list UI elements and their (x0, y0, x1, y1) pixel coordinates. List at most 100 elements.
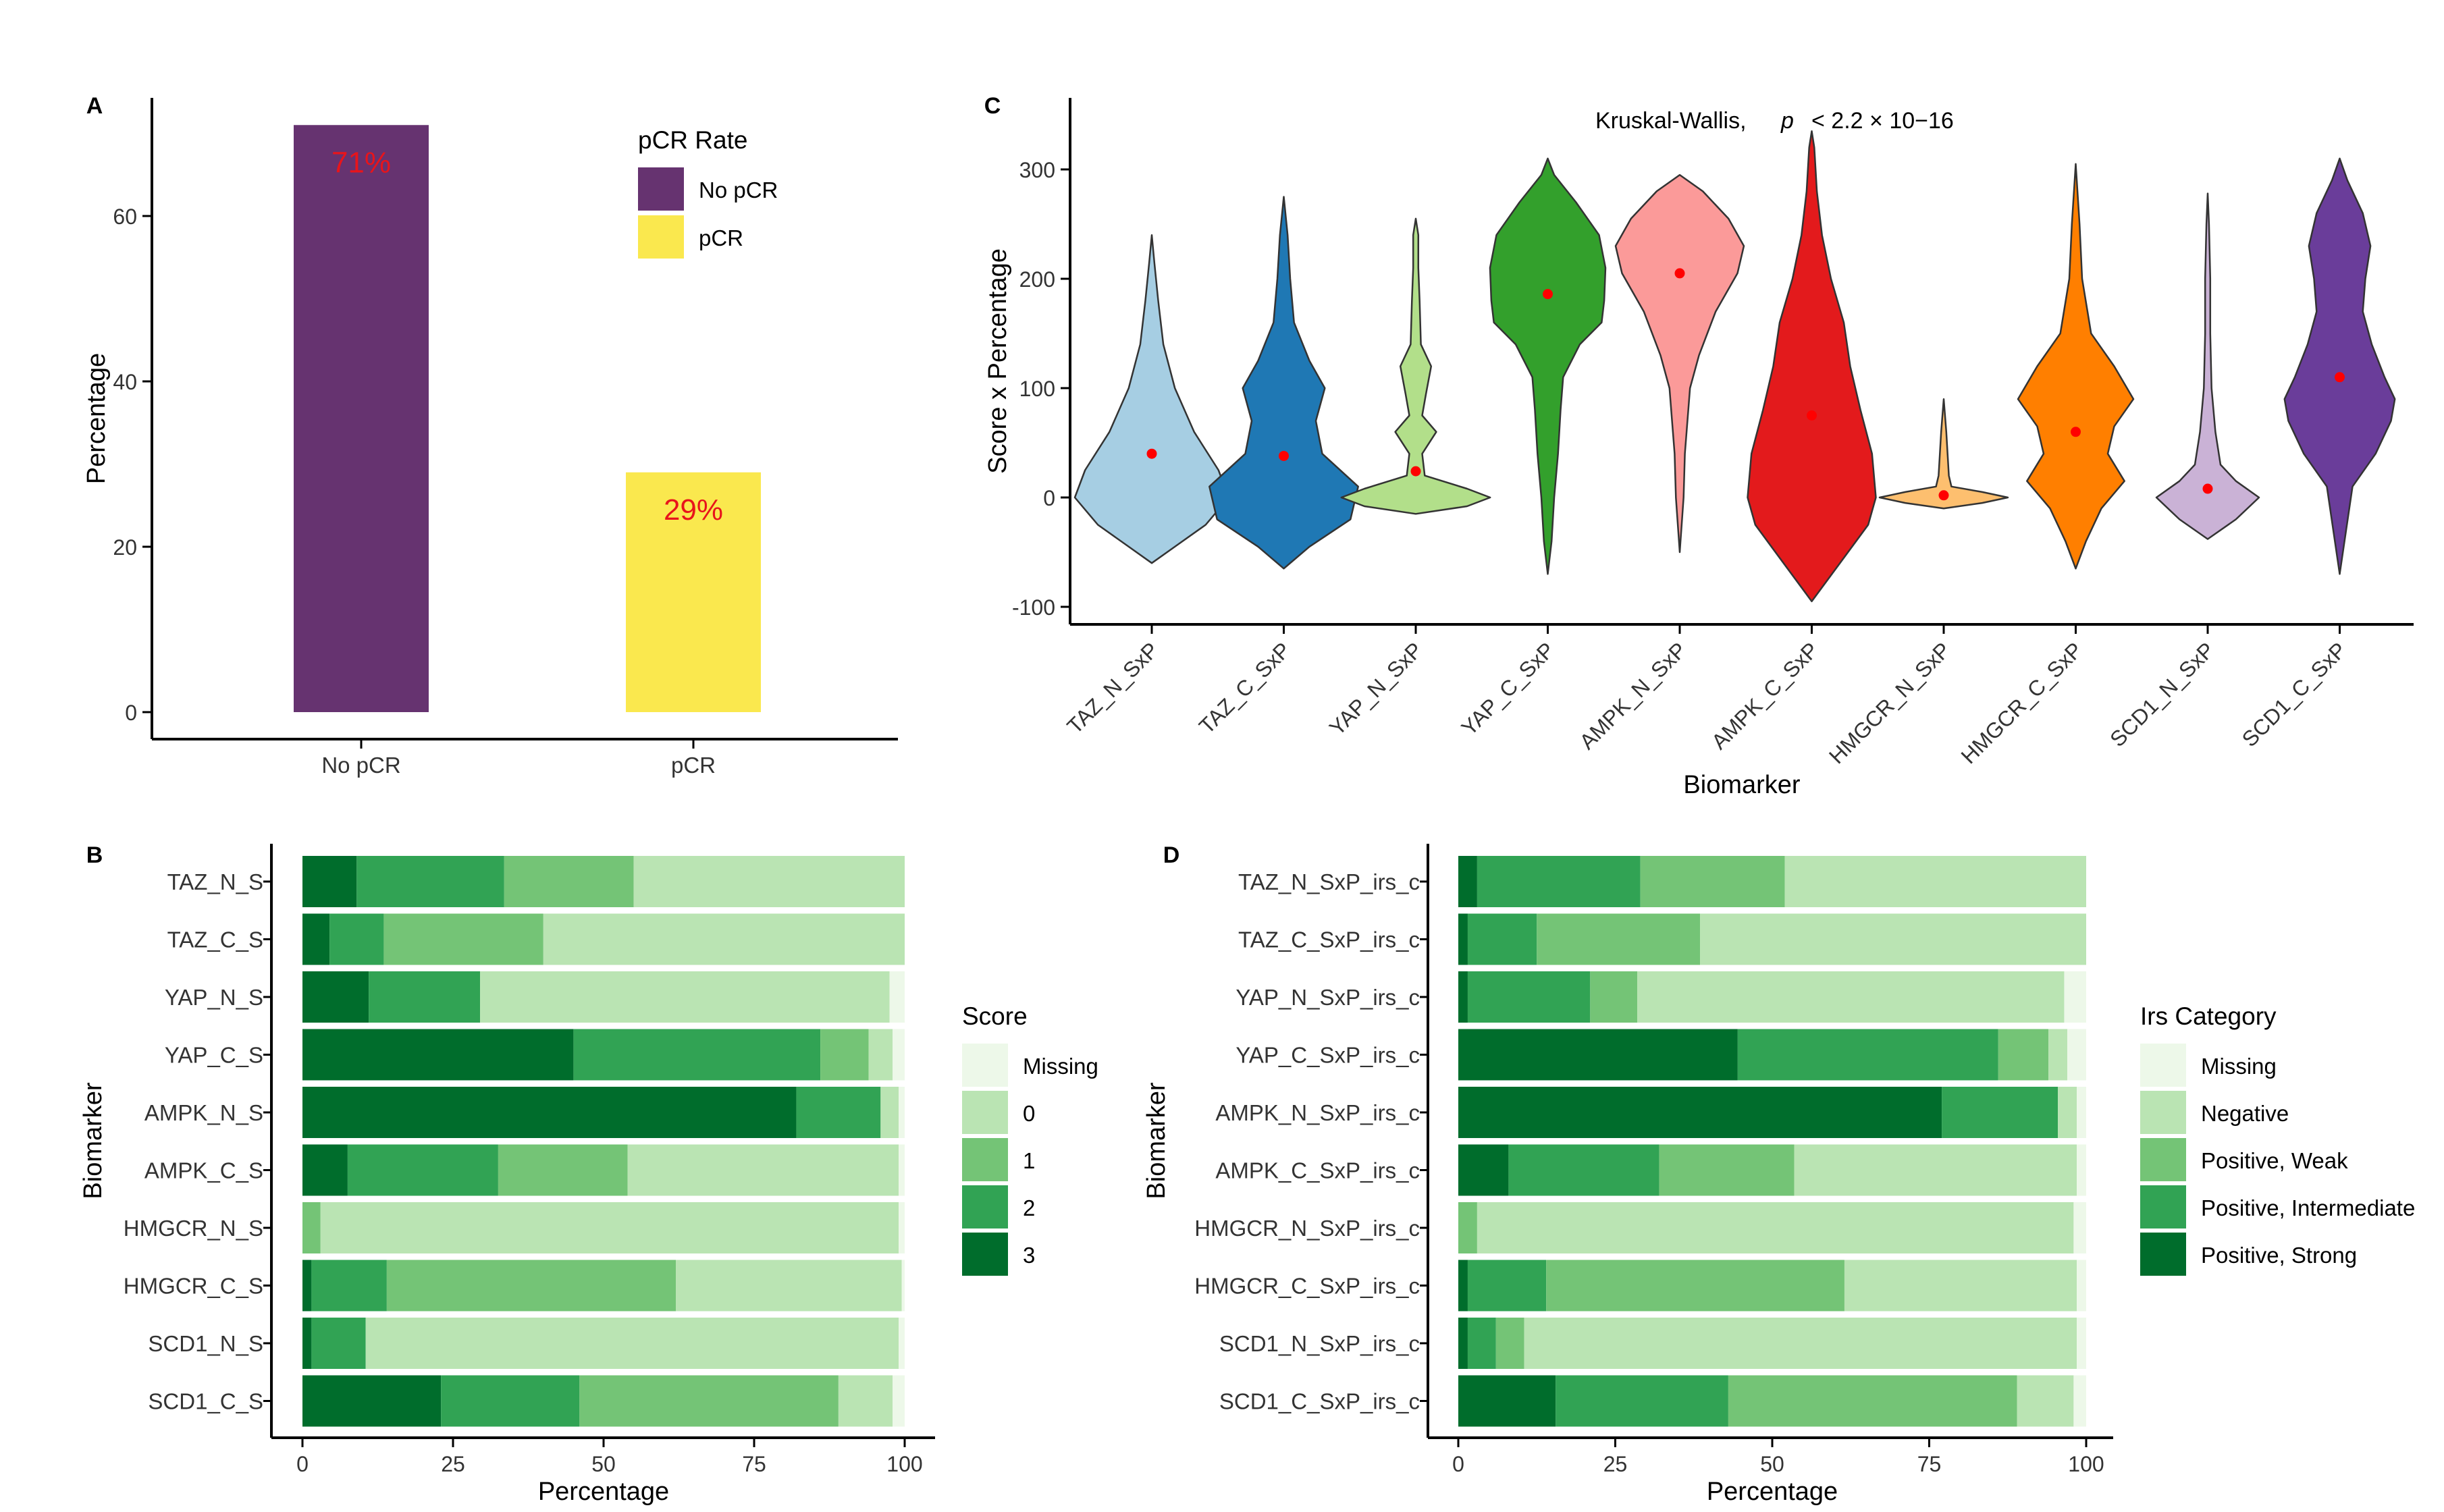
bar-segment (1728, 1375, 2017, 1427)
legend-entry: Positive, Weak (2201, 1148, 2348, 1173)
panel-label-d: D (1163, 842, 1180, 868)
bar-segment (889, 971, 905, 1023)
bar-segment (1508, 1144, 1659, 1196)
panel-label-a: A (86, 93, 103, 119)
x-tick-label: HMGCR_C_SxP (1957, 637, 2088, 768)
bar-segment (1477, 1202, 2074, 1253)
y-tick-label: TAZ_C_S (167, 927, 263, 952)
bar-segment (1458, 971, 1468, 1023)
x-tick-label: YAP_C_SxP (1456, 637, 1559, 740)
bar-segment (1467, 913, 1537, 965)
mean-point (2071, 427, 2081, 437)
bar-segment (1942, 1087, 2058, 1138)
legend-key (2140, 1138, 2186, 1181)
bar-segment (2017, 1375, 2074, 1427)
y-tick-label: 100 (1019, 377, 1055, 401)
x-tick-label: 50 (591, 1452, 616, 1476)
bar-segment (1458, 1318, 1468, 1369)
y-tick-label: 200 (1019, 267, 1055, 292)
y-tick-label: 0 (125, 701, 137, 725)
legend-key (962, 1138, 1008, 1181)
legend-entry: Negative (2201, 1101, 2289, 1126)
bar-segment (302, 1029, 574, 1081)
bar-segment (2073, 1202, 2086, 1253)
bar-segment (356, 856, 504, 907)
bar-segment (1700, 913, 2086, 965)
x-tick-label: 75 (742, 1452, 766, 1476)
bar-segment (302, 913, 330, 965)
bar-segment (302, 1087, 797, 1138)
bar-segment (1784, 856, 2086, 907)
bar-segment (302, 1202, 321, 1253)
legend-key (2140, 1091, 2186, 1134)
bar-segment (1467, 971, 1591, 1023)
violin-hmgcr_n_sxp (1878, 398, 2009, 510)
bar-segment (2048, 1029, 2068, 1081)
y-tick-label: YAP_C_S (165, 1043, 263, 1068)
bar-segment (1524, 1318, 2077, 1369)
bar-segment (2058, 1087, 2077, 1138)
legend-pcr: pCR Rate No pCR pCR (638, 126, 778, 259)
x-tick-label: 100 (2068, 1452, 2104, 1476)
bar-segment (1458, 1260, 1468, 1312)
bar-segment (1637, 971, 2065, 1023)
y-tick-label: HMGCR_C_SxP_irs_c (1194, 1274, 1420, 1299)
bar-segment (1794, 1144, 2077, 1196)
bar-segment (796, 1087, 881, 1138)
bar-segment (2077, 1087, 2086, 1138)
violin-ampk_n_sxp (1614, 173, 1745, 554)
bar-segment (868, 1029, 893, 1081)
panel-label-c: C (984, 93, 1001, 119)
x-tick-label: 50 (1760, 1452, 1784, 1476)
bar-segment (1458, 1029, 1738, 1081)
mean-point (2202, 483, 2213, 494)
panel-c: C -100 0 100 200 300 Score x Percentage Kruskal… (984, 93, 2414, 799)
bar-segment (901, 1260, 905, 1312)
stat-value: < 2.2 × 10−16 (1811, 108, 1954, 134)
y-tick-label: AMPK_N_SxP_irs_c (1215, 1100, 1420, 1125)
bar-segment (2073, 1375, 2086, 1427)
bar-no-pcr (294, 125, 429, 712)
bar-segment (1495, 1318, 1524, 1369)
legend-entry: Positive, Strong (2201, 1243, 2357, 1268)
stat-p: p (1780, 108, 1794, 134)
legend-key (2140, 1185, 2186, 1228)
mean-point (1279, 450, 1289, 461)
bar-segment (1458, 1375, 1556, 1427)
legend-entry: 0 (1023, 1101, 1035, 1126)
y-tick-label: HMGCR_C_S (124, 1274, 263, 1299)
legend-entry: pCR (699, 225, 743, 250)
panel-b: B 0 25 50 75 100 Percentage Biomarker TAZ_N_S TAZ… (79, 842, 1098, 1506)
bar-segment (347, 1144, 498, 1196)
legend-entry: Missing (2201, 1054, 2277, 1079)
violin-hmgcr_c_sxp (2017, 163, 2135, 570)
y-axis-title: Score x Percentage (984, 248, 1012, 474)
x-tick-label: AMPK_C_SxP (1707, 637, 1824, 754)
x-tick-label: TAZ_C_SxP (1194, 637, 1296, 738)
bar-segment (311, 1318, 366, 1369)
bar-segment (1458, 1087, 1942, 1138)
bar-segment (633, 856, 905, 907)
bar-segment (1640, 856, 1785, 907)
x-tick-label: 25 (1603, 1452, 1628, 1476)
bar-segment (302, 1375, 442, 1427)
mean-point (1938, 490, 1949, 501)
bar-segment (504, 856, 634, 907)
legend-key (2140, 1233, 2186, 1276)
bar-segment (2067, 1029, 2086, 1081)
legend-title: Irs Category (2140, 1002, 2277, 1030)
panel-a: A 0 20 40 60 Percentage No pCR 71% pCR 29% pCR Rat… (82, 93, 898, 778)
bar-segment (383, 913, 543, 965)
bar-segment (1458, 856, 1477, 907)
bar-segment (2077, 1144, 2086, 1196)
y-axis-title: Biomarker (79, 1082, 107, 1199)
legend-d: Irs Category Missing Negative Positive, Wea… (2140, 1002, 2415, 1276)
bar-segment (302, 1144, 348, 1196)
bar-pcr (626, 472, 761, 712)
x-tick-label: TAZ_N_SxP (1062, 637, 1163, 738)
y-tick-label: SCD1_N_S (148, 1331, 263, 1356)
x-tick-label: pCR (671, 753, 716, 778)
y-tick-label: TAZ_C_SxP_irs_c (1238, 927, 1420, 952)
bar-value-label: 29% (664, 493, 723, 526)
bar-segment (1590, 971, 1638, 1023)
